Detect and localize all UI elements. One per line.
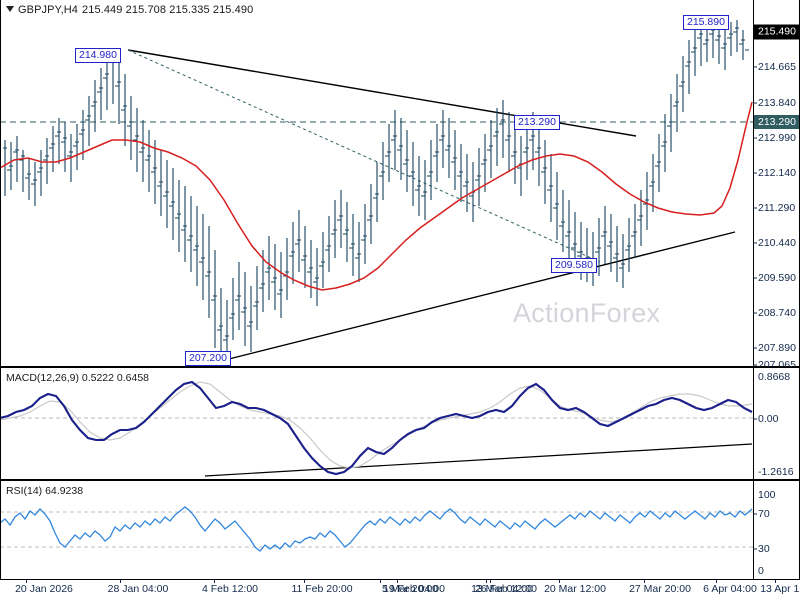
x-axis-label: 19 Feb 04:00 xyxy=(383,583,445,595)
rsi-axis-label: 70 xyxy=(758,508,770,520)
rsi-title: RSI(14) 64.9238 xyxy=(6,485,84,497)
current-price-tag: 215.490 xyxy=(754,24,799,40)
watermark: ActionForex xyxy=(513,298,661,328)
macd-plot-area[interactable] xyxy=(0,368,753,479)
x-axis-label: 11 Feb 20:00 xyxy=(291,583,353,595)
annotation-label[interactable]: 213.290 xyxy=(514,115,560,130)
price-axis-label: 214.665 xyxy=(758,61,796,73)
macd-signal-line xyxy=(0,381,753,469)
x-axis-label: 20 Jan 2026 xyxy=(15,583,73,595)
rsi-axis-label: 30 xyxy=(758,543,770,555)
x-axis-label: 26 Feb 12:00 xyxy=(475,583,537,595)
macd-panel[interactable]: MACD(12,26,9) 0.5222 0.6458 0.8668 0.00 … xyxy=(0,367,800,480)
trendline-descending-dashed xyxy=(127,49,601,263)
x-axis-label: 27 Mar 20:00 xyxy=(629,583,691,595)
macd-axis: 0.8668 0.00 -1.2616 xyxy=(753,368,800,479)
level-price-tag: 213.290 xyxy=(754,115,799,129)
macd-chart-svg xyxy=(0,380,753,477)
x-axis-label: 13 Apr 12:00 xyxy=(760,583,800,595)
macd-axis-label: 0.00 xyxy=(758,413,779,425)
price-axis-label: 209.590 xyxy=(758,272,796,284)
price-panel[interactable]: 214.665 213.840 212.990 212.140 211.290 … xyxy=(0,0,800,371)
rsi-axis-label: 100 xyxy=(758,489,776,501)
rsi-axis-label: 0 xyxy=(758,565,764,577)
x-axis-label: 28 Jan 04:00 xyxy=(107,583,169,595)
macd-title: MACD(12,26,9) 0.5222 0.6458 xyxy=(6,372,150,384)
x-axis-label: 20 Mar 12:00 xyxy=(544,583,606,595)
symbol-header: GBPJPY,H4 215.449 215.708 215.335 215.490 xyxy=(6,4,253,16)
price-axis-label: 207.890 xyxy=(758,342,796,354)
chevron-down-icon[interactable] xyxy=(6,6,14,13)
rsi-line xyxy=(0,506,753,552)
x-axis-label: 4 Feb 12:00 xyxy=(201,583,259,595)
trendline-ascending-solid xyxy=(204,231,736,366)
price-axis-label: 212.140 xyxy=(758,167,796,179)
symbol-ohlc-values: 215.449 215.708 215.335 215.490 xyxy=(82,4,254,16)
macd-axis-label: 0.8668 xyxy=(758,371,791,383)
annotation-label[interactable]: 214.980 xyxy=(75,48,121,63)
rsi-plot-area[interactable] xyxy=(0,481,753,579)
x-axis-label: 6 Apr 04:00 xyxy=(703,583,757,595)
price-axis-label: 211.290 xyxy=(758,202,796,214)
price-axis-label: 213.840 xyxy=(758,97,796,109)
rsi-axis: 100 70 30 0 xyxy=(753,481,800,579)
x-axis-label: 5 Mar 20:00 xyxy=(381,583,439,595)
price-axis-label: 212.990 xyxy=(758,132,796,144)
rsi-chart-svg xyxy=(0,506,753,552)
price-axis-label: 210.440 xyxy=(758,237,796,249)
moving-average-line xyxy=(0,101,753,291)
x-axis-label: 13 Mar 04:00 xyxy=(471,583,533,595)
price-axis: 214.665 213.840 212.990 212.140 211.290 … xyxy=(753,0,800,371)
rsi-panel[interactable]: RSI(14) 64.9238 100 70 30 0 xyxy=(0,480,800,580)
macd-axis-label: -1.2616 xyxy=(758,466,794,478)
macd-trendline xyxy=(204,443,753,477)
macd-axis-separator xyxy=(753,368,754,479)
x-axis: 20 Jan 2026 28 Jan 04:00 4 Feb 12:00 11 … xyxy=(0,580,800,600)
symbol-name: GBPJPY,H4 xyxy=(18,4,79,16)
rsi-axis-separator xyxy=(753,481,754,579)
annotation-label[interactable]: 215.890 xyxy=(683,15,729,30)
macd-line xyxy=(0,380,753,476)
price-axis-separator xyxy=(753,0,754,366)
annotation-label[interactable]: 207.200 xyxy=(185,351,231,366)
annotation-label[interactable]: 209.580 xyxy=(551,258,597,273)
price-axis-label: 208.740 xyxy=(758,307,796,319)
